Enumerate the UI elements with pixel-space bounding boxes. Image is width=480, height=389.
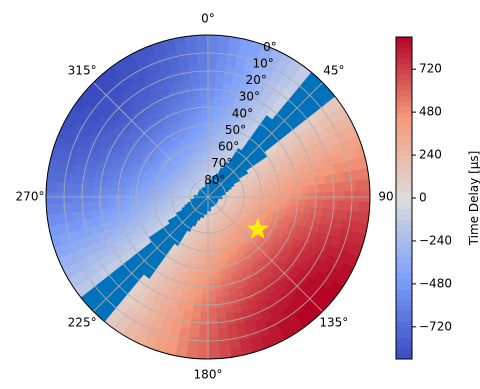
colorbar-band: [396, 182, 412, 188]
azimuth-tick-label: 180°: [194, 368, 223, 382]
colorbar-band: [396, 348, 412, 354]
colorbar-band: [396, 294, 412, 300]
colorbar-band: [396, 42, 412, 48]
colorbar-tick-label: 240: [419, 148, 442, 162]
colorbar-band: [396, 353, 412, 359]
colorbar-band: [396, 327, 412, 333]
zenith-tick-label: 60°: [218, 140, 239, 154]
colorbar-band: [396, 85, 412, 91]
colorbar-band: [396, 117, 412, 123]
colorbar-band: [396, 58, 412, 64]
azimuth-tick-label: 270°: [16, 190, 45, 204]
colorbar-band: [396, 219, 412, 225]
zenith-tick-label: 10°: [252, 56, 273, 70]
colorbar-band: [396, 225, 412, 231]
azimuth-tick-label: 90: [378, 190, 393, 204]
colorbar-band: [396, 343, 412, 349]
colorbar-tick-label: 0: [419, 191, 427, 205]
colorbar-band: [396, 123, 412, 129]
colorbar-tick-label: −720: [419, 319, 452, 333]
colorbar-band: [396, 273, 412, 279]
colorbar-band: [396, 106, 412, 112]
colorbar-band: [396, 267, 412, 273]
colorbar-tick-label: 720: [419, 62, 442, 76]
colorbar-band: [396, 187, 412, 193]
colorbar-band: [396, 37, 412, 43]
colorbar-band: [396, 171, 412, 177]
colorbar-band: [396, 74, 412, 80]
zenith-tick-label: 30°: [239, 90, 260, 104]
colorbar-band: [396, 214, 412, 220]
colorbar-band: [396, 53, 412, 59]
colorbar-band: [396, 300, 412, 306]
colorbar-band: [396, 208, 412, 214]
zenith-tick-label: 70°: [211, 156, 232, 170]
colorbar-band: [396, 144, 412, 150]
colorbar-band: [396, 257, 412, 263]
colorbar-band: [396, 305, 412, 311]
colorbar-band: [396, 278, 412, 284]
colorbar-band: [396, 128, 412, 134]
azimuth-tick-label: 135°: [319, 315, 348, 329]
colorbar-band: [396, 332, 412, 338]
colorbar-band: [396, 203, 412, 209]
colorbar-band: [396, 198, 412, 204]
colorbar-band: [396, 235, 412, 241]
colorbar-band: [396, 192, 412, 198]
colorbar-ticks: 720 480 240 0 −240 −480 −720: [412, 62, 452, 334]
colorbar-band: [396, 96, 412, 102]
colorbar-band: [396, 176, 412, 182]
colorbar-tick-label: 480: [419, 105, 442, 119]
azimuth-tick-label: 0°: [201, 12, 215, 26]
colorbar-band: [396, 149, 412, 155]
zenith-tick-label: 20°: [246, 73, 267, 87]
colorbar-band: [396, 112, 412, 118]
colorbar-tick-label: −480: [419, 276, 452, 290]
azimuth-tick-label: 45°: [323, 64, 344, 78]
zenith-tick-label: 80°: [204, 173, 225, 187]
zenith-tick-label: 40°: [232, 106, 253, 120]
colorbar: 720 480 240 0 −240 −480 −720 Time Delay [μs]: [396, 37, 480, 360]
colorbar-band: [396, 47, 412, 53]
colorbar-band: [396, 101, 412, 107]
colorbar-band: [396, 241, 412, 247]
colorbar-band: [396, 321, 412, 327]
colorbar-label: Time Delay [μs]: [467, 151, 480, 247]
colorbar-band: [396, 284, 412, 290]
colorbar-band: [396, 160, 412, 166]
colorbar-band: [396, 80, 412, 86]
colorbar-tick-label: −240: [419, 233, 452, 247]
colorbar-band: [396, 316, 412, 322]
colorbar-band: [396, 64, 412, 70]
colorbar-band: [396, 230, 412, 236]
polar-grid: [46, 35, 370, 359]
colorbar-bands: [396, 37, 412, 360]
colorbar-band: [396, 289, 412, 295]
colorbar-band: [396, 251, 412, 257]
colorbar-band: [396, 310, 412, 316]
colorbar-band: [396, 139, 412, 145]
colorbar-band: [396, 246, 412, 252]
colorbar-band: [396, 262, 412, 268]
azimuth-tick-label: 225°: [68, 315, 97, 329]
azimuth-tick-label: 315°: [68, 64, 97, 78]
colorbar-band: [396, 90, 412, 96]
zenith-tick-label: 50°: [225, 123, 246, 137]
colorbar-band: [396, 166, 412, 172]
colorbar-band: [396, 69, 412, 75]
colorbar-band: [396, 133, 412, 139]
colorbar-band: [396, 155, 412, 161]
zenith-tick-label: 0°: [263, 40, 277, 54]
colorbar-band: [396, 337, 412, 343]
